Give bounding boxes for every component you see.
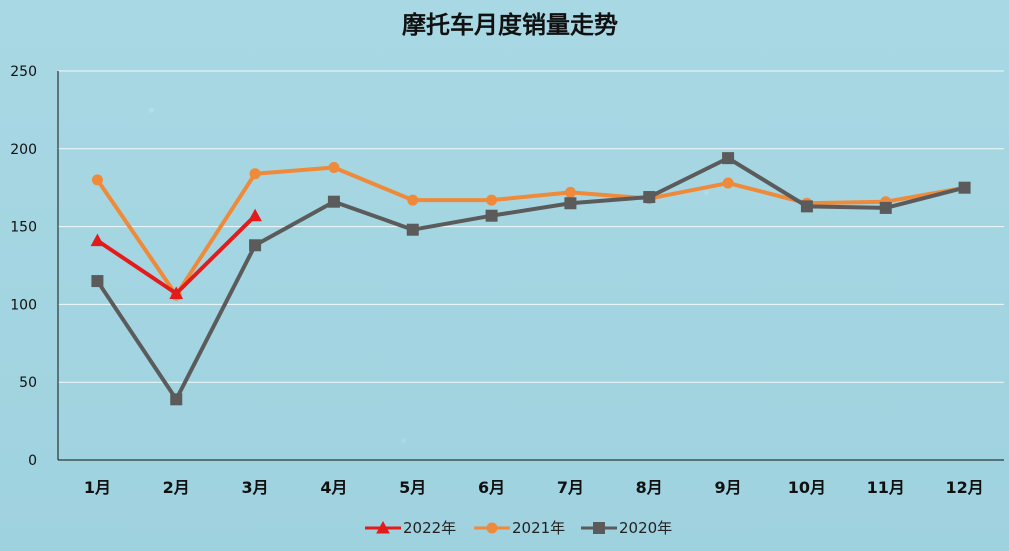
- y-tick-label: 250: [10, 64, 37, 80]
- x-tick-label: 12月: [945, 478, 983, 497]
- label-layer: 0 50 100 150 200 250 1月 2月 3月 4月 5月 6月 7月 8月 9月 10月 11月 1…: [10, 64, 983, 537]
- data-point: [91, 275, 104, 288]
- data-point: [90, 233, 105, 247]
- data-point: [248, 208, 262, 222]
- series-layer: [90, 152, 971, 534]
- legend-label: 2020年: [619, 519, 672, 537]
- x-tick-label: 1月: [84, 478, 111, 497]
- x-tick-label: 10月: [788, 478, 826, 497]
- x-tick-label: 11月: [867, 478, 905, 497]
- y-tick-label: 100: [10, 297, 37, 313]
- legend-label: 2021年: [512, 519, 565, 537]
- x-tick-label: 6月: [478, 478, 505, 497]
- axis-layer: [57, 71, 1004, 461]
- chart-title: 摩托车月度销量走势: [402, 11, 618, 39]
- data-point: [169, 286, 184, 300]
- y-tick-label: 150: [10, 220, 37, 236]
- data-point: [249, 239, 262, 252]
- y-tick-label: 0: [28, 453, 37, 469]
- x-tick-label: 2月: [163, 478, 190, 497]
- data-point: [564, 186, 576, 198]
- x-tick-label: 3月: [242, 478, 269, 497]
- data-point: [170, 393, 183, 406]
- data-point: [722, 177, 734, 189]
- series-line: [95, 165, 967, 298]
- data-point: [722, 152, 735, 165]
- y-tick-label: 50: [19, 375, 37, 391]
- data-point: [486, 194, 498, 206]
- x-tick-label: 9月: [715, 478, 742, 497]
- grid-layer: [58, 70, 1004, 461]
- data-point: [406, 223, 419, 236]
- x-tick-label: 4月: [320, 478, 347, 497]
- data-point: [485, 209, 498, 222]
- x-tick-label: 8月: [636, 478, 663, 497]
- y-tick-label: 200: [10, 142, 37, 158]
- data-point: [564, 197, 577, 210]
- data-point: [249, 168, 261, 180]
- data-point: [328, 161, 340, 173]
- data-point: [91, 174, 103, 186]
- data-point: [800, 200, 813, 213]
- series-line: [95, 156, 967, 402]
- x-tick-label: 5月: [399, 478, 426, 497]
- data-point: [879, 201, 892, 214]
- data-point: [407, 194, 419, 206]
- data-point: [643, 191, 656, 204]
- data-point: [327, 195, 340, 208]
- x-tick-label: 7月: [557, 478, 584, 497]
- series-line: [95, 213, 258, 296]
- legend-label: 2022年: [403, 519, 456, 537]
- data-point: [958, 181, 971, 194]
